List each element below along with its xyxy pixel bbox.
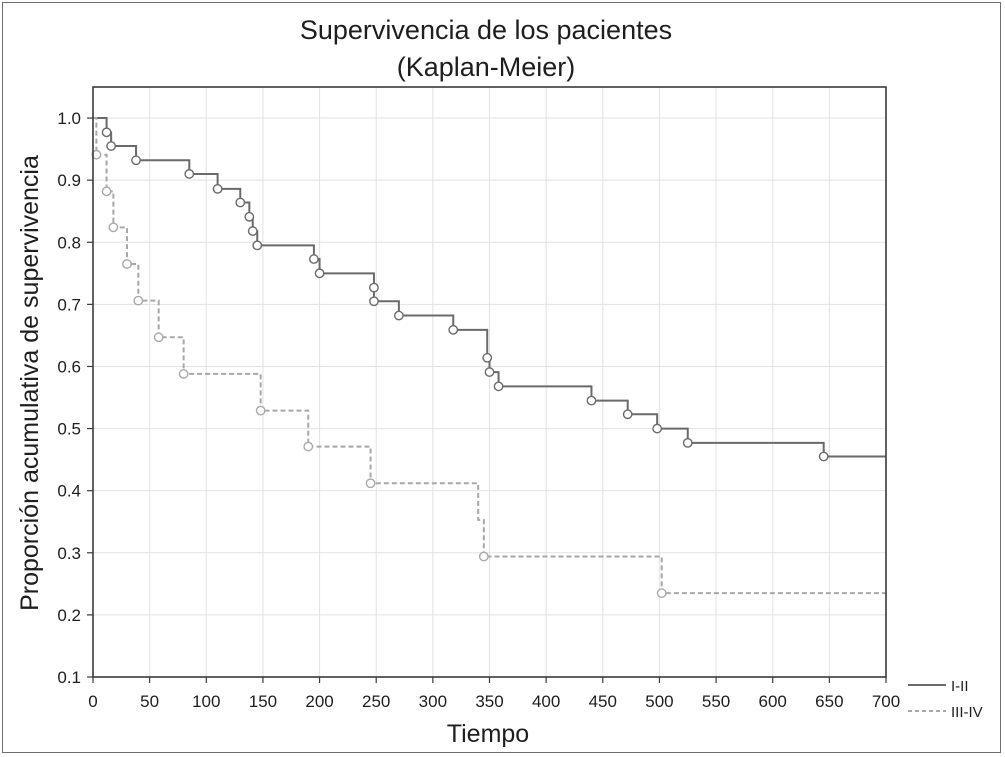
legend-label-i-ii: I-II (951, 678, 969, 695)
y-tick-label: 0.8 (57, 233, 81, 252)
censor-marker-i-ii (482, 352, 493, 363)
censor-marker-i-ii (235, 197, 246, 208)
x-axis-label: Tiempo (447, 720, 529, 748)
censor-marker-i-ii (184, 169, 195, 179)
censor-marker-i-ii (244, 211, 255, 222)
chart-title: Supervivencia de los pacientes (300, 15, 672, 45)
y-tick-label: 0.9 (57, 171, 81, 190)
censor-marker-i-ii (252, 240, 263, 251)
censor-marker-i-ii (131, 155, 141, 166)
censor-marker-iii-iv (101, 186, 112, 197)
censor-marker-i-ii (369, 296, 379, 307)
x-tick-label: 350 (475, 692, 503, 711)
censor-marker-i-ii (682, 437, 693, 448)
x-tick-label: 200 (305, 692, 333, 711)
x-tick-label: 650 (815, 692, 843, 711)
kaplan-meier-chart: 0 50 100 150 200 250 300 350 400 450 500 550 600 650 7… (16, 15, 983, 748)
censor-marker-iii-iv (108, 222, 119, 233)
y-tick-label: 0.4 (57, 482, 81, 501)
x-tick-label: 100 (192, 692, 220, 711)
series-line-i-ii (93, 117, 886, 458)
censor-marker-iii-iv (91, 149, 102, 160)
x-tick-label: 600 (759, 692, 787, 711)
censor-marker-iii-iv (122, 259, 132, 269)
x-tick-label: 450 (589, 692, 617, 711)
y-tick-label: 0.1 (57, 668, 81, 687)
censor-marker-i-ii (586, 395, 597, 406)
y-tick-label: 0.2 (57, 606, 81, 625)
censor-marker-iii-iv (153, 332, 164, 343)
censor-marker-i-ii (314, 268, 325, 279)
y-axis-label: Proporción acumulativa de supervivencia (16, 155, 44, 611)
y-tick-label: 1.0 (57, 109, 81, 128)
y-tick-label: 0.6 (57, 357, 81, 376)
x-tick-label: 0 (88, 692, 97, 711)
x-tick-label: 150 (249, 692, 277, 711)
series-layer (91, 117, 886, 599)
censor-marker-i-ii (622, 409, 633, 420)
censor-marker-iii-iv (255, 405, 266, 416)
censor-marker-i-ii (369, 282, 379, 293)
censor-marker-i-ii (247, 226, 258, 236)
censor-marker-i-ii (493, 381, 504, 392)
x-tick-label: 50 (140, 692, 159, 711)
censor-marker-iii-iv (478, 551, 489, 562)
censor-marker-i-ii (448, 324, 459, 335)
grid (93, 87, 886, 677)
censor-marker-i-ii (818, 451, 829, 462)
x-tick-label: 250 (362, 692, 390, 711)
legend-label-iii-iv: III-IV (951, 704, 983, 721)
censor-marker-i-ii (106, 141, 117, 151)
censor-marker-iii-iv (656, 588, 667, 599)
x-tick-label: 500 (645, 692, 673, 711)
y-tick-label: 0.3 (57, 544, 81, 563)
censor-marker-iii-iv (133, 295, 144, 306)
y-tick-label: 0.5 (57, 420, 81, 439)
censor-marker-iii-iv (178, 369, 189, 379)
x-tick-label: 550 (702, 692, 730, 711)
x-tick-label: 400 (532, 692, 560, 711)
censor-marker-i-ii (101, 127, 112, 138)
x-tick-label: 700 (872, 692, 900, 711)
censor-marker-i-ii (484, 367, 495, 377)
y-tick-label: 0.7 (57, 295, 81, 314)
censor-marker-i-ii (309, 254, 319, 264)
chart-subtitle: (Kaplan-Meier) (397, 52, 576, 82)
legend: I-II III-IV (908, 678, 983, 721)
x-tick-label: 300 (419, 692, 447, 711)
axis-ticks: 0 50 100 150 200 250 300 350 400 450 500 550 600 650 7… (57, 109, 900, 711)
censor-marker-iii-iv (303, 441, 314, 452)
censor-marker-i-ii (652, 423, 663, 434)
censor-marker-i-ii (393, 310, 404, 321)
censor-marker-i-ii (212, 183, 223, 194)
censor-marker-iii-iv (365, 478, 376, 489)
